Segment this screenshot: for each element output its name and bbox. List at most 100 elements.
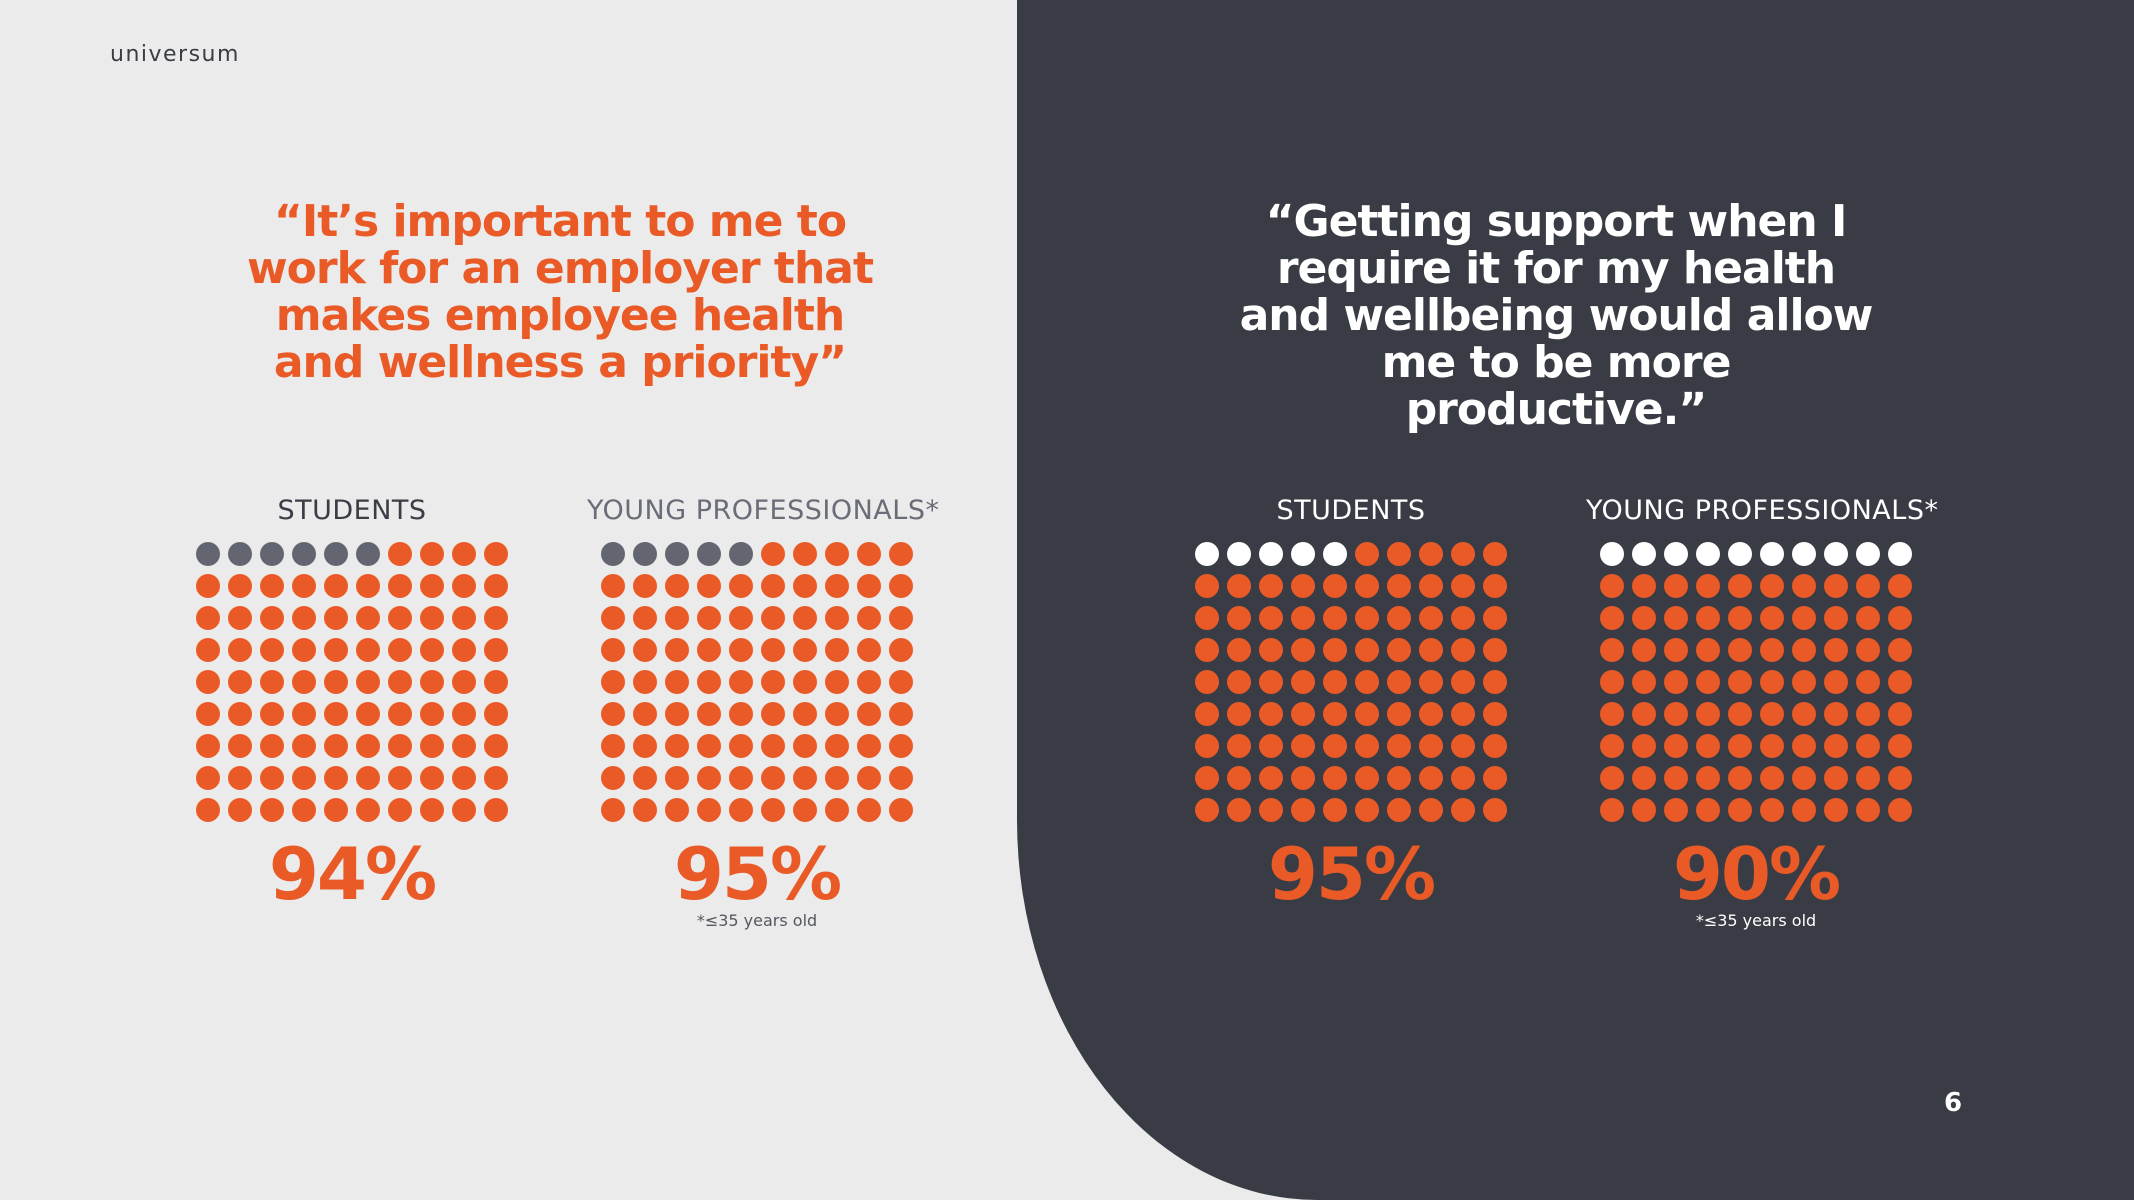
waffle-dot-share: [484, 574, 508, 598]
waffle-dot-share: [633, 798, 657, 822]
waffle-dot-share: [228, 574, 252, 598]
waffle-dot-share: [1259, 606, 1283, 630]
waffle-dot-share: [260, 670, 284, 694]
waffle-dot-share: [1195, 670, 1219, 694]
waffle-dot-share: [356, 606, 380, 630]
waffle-dot-other: [1888, 542, 1912, 566]
waffle-dot-share: [1419, 670, 1443, 694]
waffle-dot-share: [1259, 638, 1283, 662]
waffle-dot-share: [1451, 638, 1475, 662]
waffle-dot-share: [1419, 798, 1443, 822]
waffle-dot-share: [1664, 766, 1688, 790]
waffle-dot-share: [1696, 798, 1720, 822]
waffle-dot-share: [1600, 702, 1624, 726]
waffle-dot-share: [1419, 574, 1443, 598]
waffle-dot-share: [729, 798, 753, 822]
waffle-dot-share: [292, 702, 316, 726]
waffle-dot-share: [1259, 734, 1283, 758]
waffle-dot-other: [697, 542, 721, 566]
waffle-dot-share: [324, 702, 348, 726]
waffle-dot-share: [1483, 798, 1507, 822]
waffle-dot-share: [825, 798, 849, 822]
dark-background-panel: [1017, 0, 2134, 1200]
waffle-dot-share: [388, 734, 412, 758]
waffle-dot-share: [761, 542, 785, 566]
waffle-dot-share: [889, 542, 913, 566]
universum-logo: universum: [110, 42, 240, 67]
waffle-dot-share: [1728, 798, 1752, 822]
waffle-dot-share: [1888, 766, 1912, 790]
waffle-dot-share: [1195, 638, 1219, 662]
waffle-dot-share: [1888, 606, 1912, 630]
waffle-dot-other: [260, 542, 284, 566]
waffle-dot-share: [1728, 766, 1752, 790]
waffle-dot-share: [1856, 574, 1880, 598]
waffle-dot-share: [1632, 574, 1656, 598]
waffle-dot-share: [452, 734, 476, 758]
waffle-dot-share: [356, 734, 380, 758]
waffle-dot-share: [452, 574, 476, 598]
waffle-chart: [1195, 542, 1507, 822]
waffle-dot-share: [356, 574, 380, 598]
waffle-dot-share: [857, 798, 881, 822]
waffle-dot-share: [260, 798, 284, 822]
waffle-dot-share: [1355, 574, 1379, 598]
chart-value: 90%: [1672, 832, 1841, 916]
waffle-dot-share: [1792, 702, 1816, 726]
waffle-dot-share: [420, 638, 444, 662]
waffle-dot-share: [1323, 638, 1347, 662]
waffle-dot-share: [292, 638, 316, 662]
waffle-dot-share: [1483, 606, 1507, 630]
waffle-dot-share: [1760, 798, 1784, 822]
waffle-dot-share: [1728, 574, 1752, 598]
waffle-dot-share: [793, 542, 817, 566]
waffle-dot-share: [793, 766, 817, 790]
waffle-dot-share: [196, 798, 220, 822]
waffle-dot-share: [1664, 702, 1688, 726]
waffle-dot-share: [1600, 798, 1624, 822]
waffle-dot-share: [793, 606, 817, 630]
waffle-dot-share: [729, 702, 753, 726]
chart-note: *≤35 years old: [1695, 911, 1817, 930]
waffle-dot-other: [196, 542, 220, 566]
waffle-dot-share: [825, 734, 849, 758]
waffle-dot-share: [388, 670, 412, 694]
waffle-dot-share: [1387, 766, 1411, 790]
waffle-dot-share: [1760, 734, 1784, 758]
waffle-dot-share: [1664, 574, 1688, 598]
waffle-dot-share: [729, 734, 753, 758]
waffle-dot-share: [356, 670, 380, 694]
waffle-dot-share: [1856, 702, 1880, 726]
waffle-dot-share: [1451, 734, 1475, 758]
waffle-dot-share: [1323, 734, 1347, 758]
waffle-dot-share: [484, 734, 508, 758]
waffle-dot-share: [761, 766, 785, 790]
waffle-dot-share: [1664, 606, 1688, 630]
waffle-dot-share: [324, 574, 348, 598]
waffle-dot-other: [1291, 542, 1315, 566]
waffle-dot-share: [452, 702, 476, 726]
waffle-dot-share: [1600, 574, 1624, 598]
waffle-dot-share: [889, 734, 913, 758]
waffle-dot-share: [1824, 670, 1848, 694]
waffle-dot-share: [665, 606, 689, 630]
waffle-dot-share: [420, 734, 444, 758]
waffle-dot-share: [761, 734, 785, 758]
waffle-dot-share: [1291, 670, 1315, 694]
waffle-dot-share: [452, 638, 476, 662]
waffle-dot-share: [633, 574, 657, 598]
waffle-dot-share: [1792, 798, 1816, 822]
waffle-dot-share: [857, 734, 881, 758]
waffle-dot-share: [1483, 574, 1507, 598]
waffle-dot-share: [1888, 798, 1912, 822]
waffle-dot-share: [665, 702, 689, 726]
waffle-dot-share: [388, 766, 412, 790]
waffle-dot-share: [1291, 702, 1315, 726]
waffle-dot-share: [1760, 638, 1784, 662]
waffle-dot-share: [388, 606, 412, 630]
waffle-dot-share: [793, 702, 817, 726]
waffle-dot-share: [1632, 702, 1656, 726]
waffle-dot-share: [260, 702, 284, 726]
waffle-dot-share: [292, 574, 316, 598]
waffle-dot-share: [292, 798, 316, 822]
